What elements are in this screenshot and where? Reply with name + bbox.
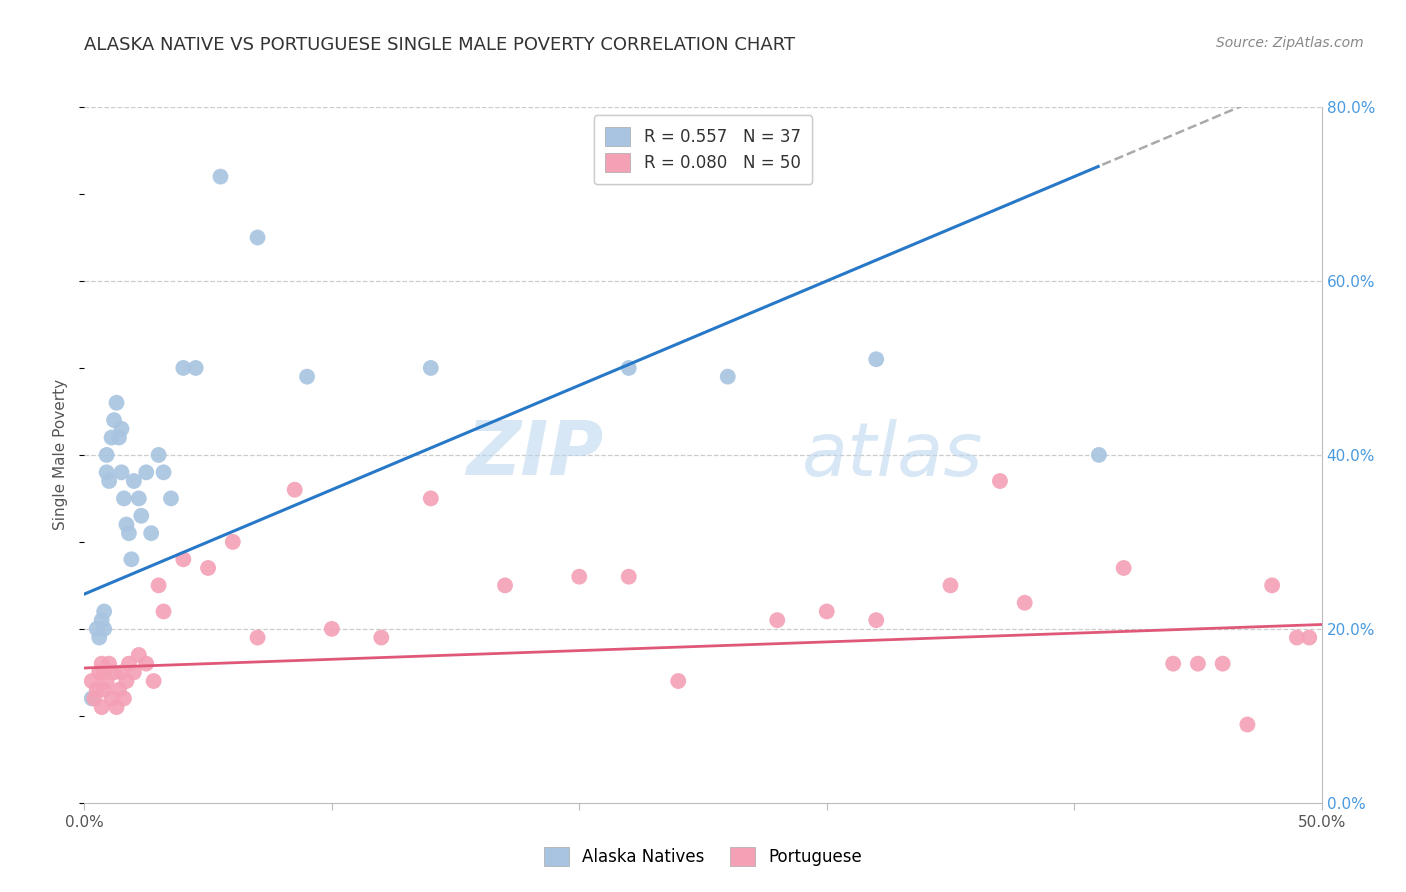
Point [1285,631,1308,645]
Point [108,431,131,445]
Point [93,605,115,619]
Point [617,360,640,375]
Point [617,570,640,584]
Point [419,491,441,506]
Point [1187,657,1209,671]
Point [148,578,170,592]
Point [222,534,245,549]
Point [93,682,115,697]
Point [568,570,591,584]
Point [152,605,174,619]
Point [86,682,108,697]
Legend: Alaska Natives, Portuguese: Alaska Natives, Portuguese [536,838,870,875]
Text: ALASKA NATIVE VS PORTUGUESE SINGLE MALE POVERTY CORRELATION CHART: ALASKA NATIVE VS PORTUGUESE SINGLE MALE … [84,36,796,54]
Point [1014,596,1036,610]
Point [96,448,118,462]
Point [197,561,219,575]
Point [108,682,131,697]
Point [110,466,132,480]
Point [1212,657,1234,671]
Point [370,631,392,645]
Point [100,431,122,445]
Point [103,665,125,680]
Point [93,622,115,636]
Point [115,674,138,689]
Point [717,369,740,384]
Point [112,691,135,706]
Point [80,674,103,689]
Point [666,674,689,689]
Point [815,605,838,619]
Point [89,665,111,680]
Point [988,474,1011,488]
Point [209,169,232,184]
Point [112,491,135,506]
Text: Source: ZipAtlas.com: Source: ZipAtlas.com [1216,36,1364,50]
Point [115,517,138,532]
Text: atlas: atlas [801,419,983,491]
Point [105,396,128,410]
Point [284,483,307,497]
Point [865,352,887,367]
Point [110,665,132,680]
Point [766,613,789,627]
Point [98,474,121,488]
Point [141,526,163,541]
Point [246,230,269,244]
Point [129,508,152,523]
Point [246,631,269,645]
Point [1088,448,1111,462]
Point [103,413,125,427]
Point [865,613,887,627]
Point [86,622,108,636]
Text: ZIP: ZIP [467,418,605,491]
Point [1161,657,1184,671]
Point [1298,631,1320,645]
Point [100,691,122,706]
Point [118,657,141,671]
Point [1112,561,1135,575]
Point [110,422,132,436]
Point [120,552,142,566]
Point [128,491,150,506]
Point [142,674,165,689]
Point [148,448,170,462]
Point [184,360,207,375]
Point [152,466,174,480]
Point [128,648,150,662]
Point [494,578,516,592]
Y-axis label: Single Male Poverty: Single Male Poverty [53,379,69,531]
Point [172,552,194,566]
Point [96,674,118,689]
Point [321,622,343,636]
Point [122,474,145,488]
Point [80,691,103,706]
Point [122,665,145,680]
Point [118,526,141,541]
Point [93,665,115,680]
Point [90,613,112,627]
Point [1261,578,1284,592]
Point [83,691,105,706]
Point [295,369,318,384]
Point [96,466,118,480]
Point [135,657,157,671]
Point [90,657,112,671]
Point [419,360,441,375]
Legend: R = 0.557   N = 37, R = 0.080   N = 50: R = 0.557 N = 37, R = 0.080 N = 50 [593,115,813,184]
Point [135,466,157,480]
Point [98,657,121,671]
Point [89,631,111,645]
Point [160,491,183,506]
Point [105,700,128,714]
Point [172,360,194,375]
Point [90,700,112,714]
Point [1236,717,1258,731]
Point [939,578,962,592]
